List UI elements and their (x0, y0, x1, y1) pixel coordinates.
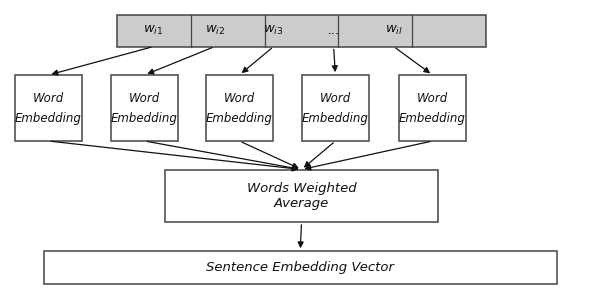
Text: Word: Word (417, 92, 448, 106)
Text: Embedding: Embedding (15, 112, 82, 125)
FancyBboxPatch shape (44, 251, 557, 284)
Text: Embedding: Embedding (206, 112, 273, 125)
Text: Words Weighted
Average: Words Weighted Average (247, 182, 356, 210)
Text: Word: Word (224, 92, 255, 106)
Text: Word: Word (33, 92, 64, 106)
Text: $w_{i3}$: $w_{i3}$ (263, 24, 284, 37)
Text: $w_{i2}$: $w_{i2}$ (205, 24, 225, 37)
FancyBboxPatch shape (15, 75, 82, 141)
FancyBboxPatch shape (399, 75, 466, 141)
Text: ...: ... (327, 24, 340, 37)
FancyBboxPatch shape (117, 15, 486, 46)
FancyBboxPatch shape (302, 75, 369, 141)
FancyBboxPatch shape (165, 169, 438, 222)
Text: Word: Word (129, 92, 160, 106)
Text: Word: Word (320, 92, 351, 106)
Text: Embedding: Embedding (399, 112, 466, 125)
Text: Embedding: Embedding (302, 112, 369, 125)
FancyBboxPatch shape (206, 75, 273, 141)
Text: Sentence Embedding Vector: Sentence Embedding Vector (206, 261, 394, 274)
Text: Embedding: Embedding (111, 112, 178, 125)
Text: $w_{il}$: $w_{il}$ (385, 24, 403, 37)
Text: $w_{i1}$: $w_{i1}$ (143, 24, 164, 37)
FancyBboxPatch shape (111, 75, 178, 141)
